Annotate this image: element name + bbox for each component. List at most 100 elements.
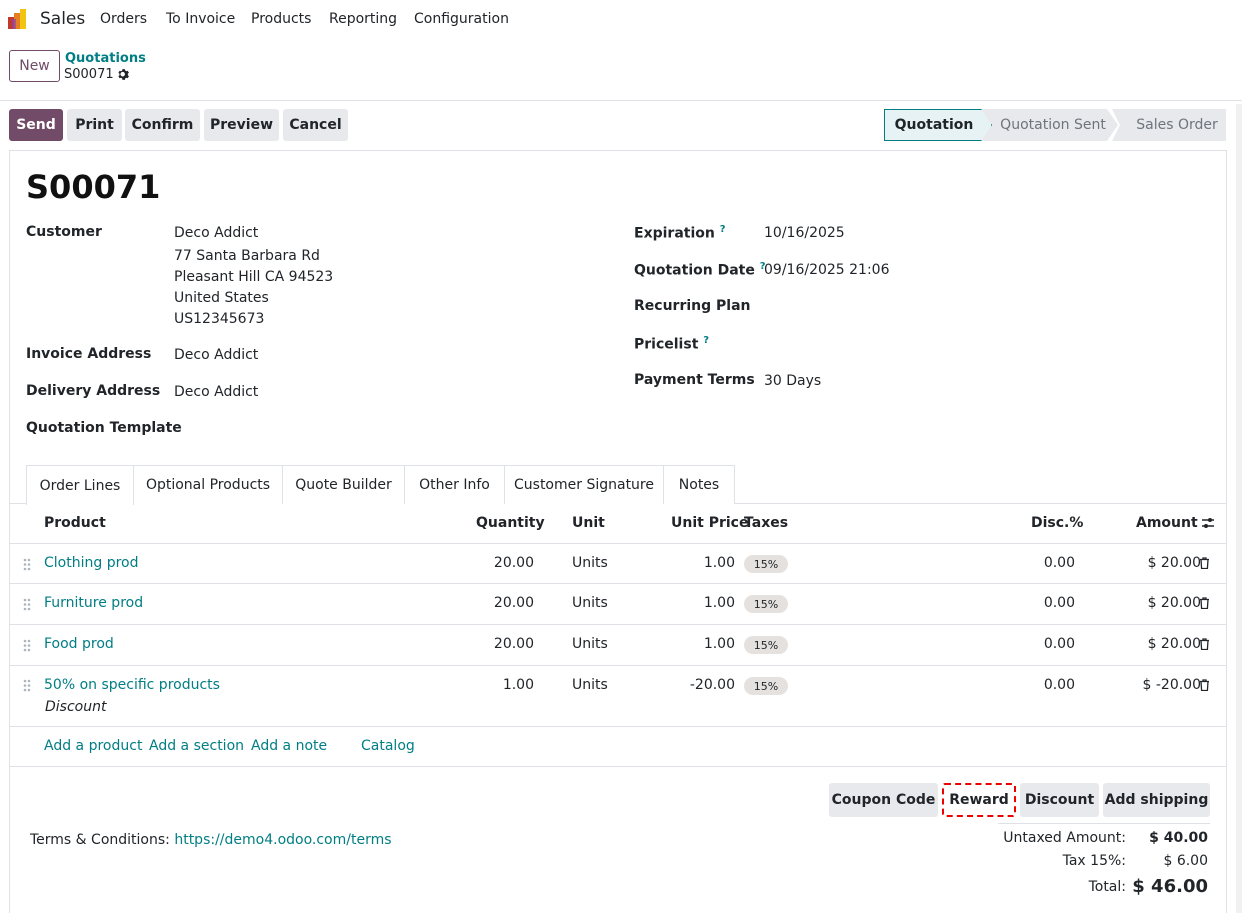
tax-badge[interactable]: 15%	[744, 595, 788, 613]
print-button[interactable]: Print	[67, 109, 122, 141]
new-button[interactable]: New	[9, 50, 60, 82]
unit-price-cell[interactable]: -20.00	[689, 677, 735, 693]
delivery-address-field[interactable]: Deco Addict	[174, 384, 259, 400]
send-button[interactable]: Send	[9, 109, 63, 141]
tax-badge[interactable]: 15%	[744, 555, 788, 573]
trash-icon[interactable]	[1199, 679, 1210, 691]
disc-cell[interactable]: 0.00	[1043, 677, 1075, 693]
tab-notes[interactable]: Notes	[663, 465, 735, 504]
product-link[interactable]: Furniture prod	[44, 595, 144, 611]
sales-app-icon[interactable]	[8, 9, 30, 29]
unit-cell[interactable]: Units	[572, 595, 608, 611]
trash-icon[interactable]	[1199, 557, 1210, 569]
status-quotation-sent[interactable]: Quotation Sent	[980, 109, 1118, 141]
preview-button[interactable]: Preview	[204, 109, 279, 141]
status-sales-order[interactable]: Sales Order	[1112, 109, 1226, 141]
add-section-link[interactable]: Add a section	[149, 738, 245, 754]
add-shipping-button[interactable]: Add shipping	[1103, 783, 1210, 817]
drag-handle-icon[interactable]	[23, 679, 31, 692]
col-unit-price[interactable]: Unit Price	[671, 515, 749, 531]
disc-cell[interactable]: 0.00	[1043, 595, 1075, 611]
confirm-button[interactable]: Confirm	[125, 109, 200, 141]
trash-icon[interactable]	[1199, 638, 1210, 650]
discount-note: Discount	[45, 699, 107, 715]
breadcrumb-quotations[interactable]: Quotations	[65, 51, 146, 66]
customer-field[interactable]: Deco Addict	[174, 225, 259, 241]
help-tooltip-icon[interactable]: ?	[719, 224, 726, 235]
status-quotation[interactable]: Quotation	[884, 109, 992, 141]
add-note-link[interactable]: Add a note	[251, 738, 328, 754]
disc-cell[interactable]: 0.00	[1043, 555, 1075, 571]
payment-terms-field[interactable]: 30 Days	[764, 373, 822, 389]
product-link[interactable]: Food prod	[44, 636, 114, 652]
tab-order-lines[interactable]: Order Lines	[26, 465, 134, 505]
untaxed-amount-label: Untaxed Amount:	[1003, 830, 1126, 846]
coupon-code-button[interactable]: Coupon Code	[829, 783, 938, 817]
unit-price-cell[interactable]: 1.00	[703, 636, 735, 652]
row-divider	[10, 726, 1226, 727]
menu-to-invoice[interactable]: To Invoice	[166, 11, 236, 27]
unit-cell[interactable]: Units	[572, 636, 608, 652]
table-row[interactable]: Clothing prod 20.00 Units 1.00 15% 0.00 …	[10, 543, 1226, 584]
cancel-button[interactable]: Cancel	[283, 109, 348, 141]
quantity-cell[interactable]: 20.00	[493, 595, 534, 611]
tab-customer-signature[interactable]: Customer Signature	[504, 465, 664, 504]
col-amount[interactable]: Amount	[1136, 515, 1198, 531]
tab-optional-products[interactable]: Optional Products	[133, 465, 283, 504]
tax-badge[interactable]: 15%	[744, 636, 788, 654]
quantity-cell[interactable]: 20.00	[493, 636, 534, 652]
unit-cell[interactable]: Units	[572, 677, 608, 693]
trash-icon[interactable]	[1199, 597, 1210, 609]
terms-label: Terms & Conditions:	[30, 832, 170, 848]
unit-price-cell[interactable]: 1.00	[703, 595, 735, 611]
app-name[interactable]: Sales	[40, 9, 86, 29]
terms-link[interactable]: https://demo4.odoo.com/terms	[174, 832, 392, 848]
status-label: Sales Order	[1136, 117, 1218, 133]
quantity-cell[interactable]: 1.00	[502, 677, 534, 693]
product-link[interactable]: Clothing prod	[44, 555, 139, 571]
col-product[interactable]: Product	[44, 515, 106, 531]
gear-icon[interactable]	[117, 68, 130, 81]
expiration-field[interactable]: 10/16/2025	[764, 225, 845, 241]
table-row[interactable]: Food prod 20.00 Units 1.00 15% 0.00 $ 20…	[10, 624, 1226, 665]
discount-button[interactable]: Discount	[1020, 783, 1099, 817]
add-product-link[interactable]: Add a product	[44, 738, 143, 754]
help-tooltip-icon[interactable]: ?	[759, 261, 766, 272]
product-link[interactable]: 50% on specific products	[44, 677, 220, 693]
col-taxes[interactable]: Taxes	[744, 515, 789, 531]
pricelist-label-text: Pricelist	[634, 336, 699, 353]
unit-price-cell[interactable]: 1.00	[703, 555, 735, 571]
tax-badge[interactable]: 15%	[744, 677, 788, 695]
table-row[interactable]: Furniture prod 20.00 Units 1.00 15% 0.00…	[10, 583, 1226, 624]
quotation-date-field[interactable]: 09/16/2025 21:06	[764, 262, 890, 278]
drag-handle-icon[interactable]	[23, 598, 31, 611]
tab-quote-builder[interactable]: Quote Builder	[282, 465, 405, 504]
customer-label: Customer	[26, 224, 102, 240]
invoice-address-field[interactable]: Deco Addict	[174, 347, 259, 363]
page-title: S00071	[26, 168, 161, 206]
tab-other-info[interactable]: Other Info	[404, 465, 505, 504]
menu-reporting[interactable]: Reporting	[329, 11, 398, 27]
menu-products[interactable]: Products	[251, 11, 312, 27]
col-quantity[interactable]: Quantity	[476, 515, 545, 531]
drag-handle-icon[interactable]	[23, 639, 31, 652]
quantity-cell[interactable]: 20.00	[493, 555, 534, 571]
top-navbar: Sales Orders To Invoice Products Reporti…	[0, 0, 1242, 38]
help-tooltip-icon[interactable]: ?	[703, 335, 710, 346]
amount-cell: $ 20.00	[1147, 555, 1201, 571]
menu-configuration[interactable]: Configuration	[414, 11, 509, 27]
menu-orders[interactable]: Orders	[100, 11, 148, 27]
reward-button[interactable]: Reward	[942, 783, 1016, 817]
disc-cell[interactable]: 0.00	[1043, 636, 1075, 652]
table-row[interactable]: 50% on specific products Discount 1.00 U…	[10, 665, 1226, 727]
drag-handle-icon[interactable]	[23, 558, 31, 571]
column-settings-icon[interactable]	[1201, 516, 1215, 530]
payment-terms-label: Payment Terms	[634, 372, 755, 388]
catalog-link[interactable]: Catalog	[361, 738, 415, 754]
col-unit[interactable]: Unit	[572, 515, 605, 531]
col-disc[interactable]: Disc.%	[1031, 515, 1084, 531]
scrollbar[interactable]	[1236, 104, 1242, 913]
customer-address-line: 77 Santa Barbara Rd	[174, 248, 320, 264]
divider	[10, 766, 1226, 767]
unit-cell[interactable]: Units	[572, 555, 608, 571]
